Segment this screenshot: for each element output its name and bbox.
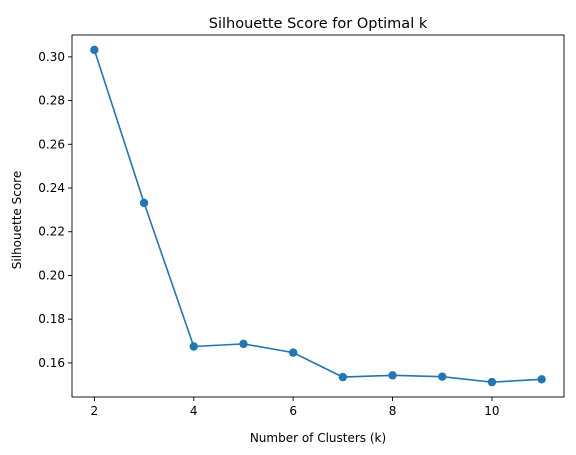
y-tick-label: 0.30 (38, 50, 65, 64)
axes-frame (71, 34, 565, 398)
x-tick-label: 6 (289, 404, 297, 418)
series-line (93, 49, 542, 383)
x-tick-label: 2 (91, 404, 99, 418)
y-tick-label: 0.24 (38, 181, 65, 195)
x-tick-label: 4 (190, 404, 198, 418)
x-tick-label: 8 (389, 404, 397, 418)
data-point (338, 372, 348, 382)
y-tick-label: 0.16 (38, 356, 65, 370)
y-tick-label: 0.18 (38, 312, 65, 326)
data-point (388, 371, 397, 380)
y-tick-label: 0.22 (38, 225, 65, 239)
plot-area: 2 4 6 8 10 0.16 0.18 0.20 0.22 0.24 0.26 0.28 0.30 (38, 34, 565, 418)
data-point (139, 198, 149, 208)
data-point (438, 372, 447, 381)
data-point (487, 377, 497, 387)
y-tick-label: 0.20 (38, 268, 65, 282)
y-tick-label: 0.26 (38, 137, 65, 151)
data-point (239, 339, 248, 349)
y-tick-label: 0.28 (38, 94, 65, 108)
data-point (90, 45, 99, 55)
data-point (288, 348, 298, 357)
x-tick-label: 10 (484, 404, 499, 418)
y-axis-label: Silhouette Score (10, 171, 24, 269)
x-axis-label: Number of Clusters (k) (250, 431, 386, 445)
chart-title: Silhouette Score for Optimal k (209, 16, 428, 32)
data-point (189, 342, 198, 351)
data-point (537, 375, 546, 384)
